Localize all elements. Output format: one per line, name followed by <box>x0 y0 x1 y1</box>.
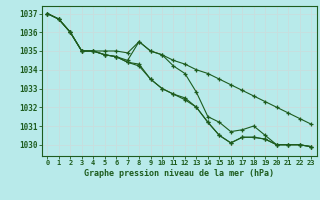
X-axis label: Graphe pression niveau de la mer (hPa): Graphe pression niveau de la mer (hPa) <box>84 169 274 178</box>
